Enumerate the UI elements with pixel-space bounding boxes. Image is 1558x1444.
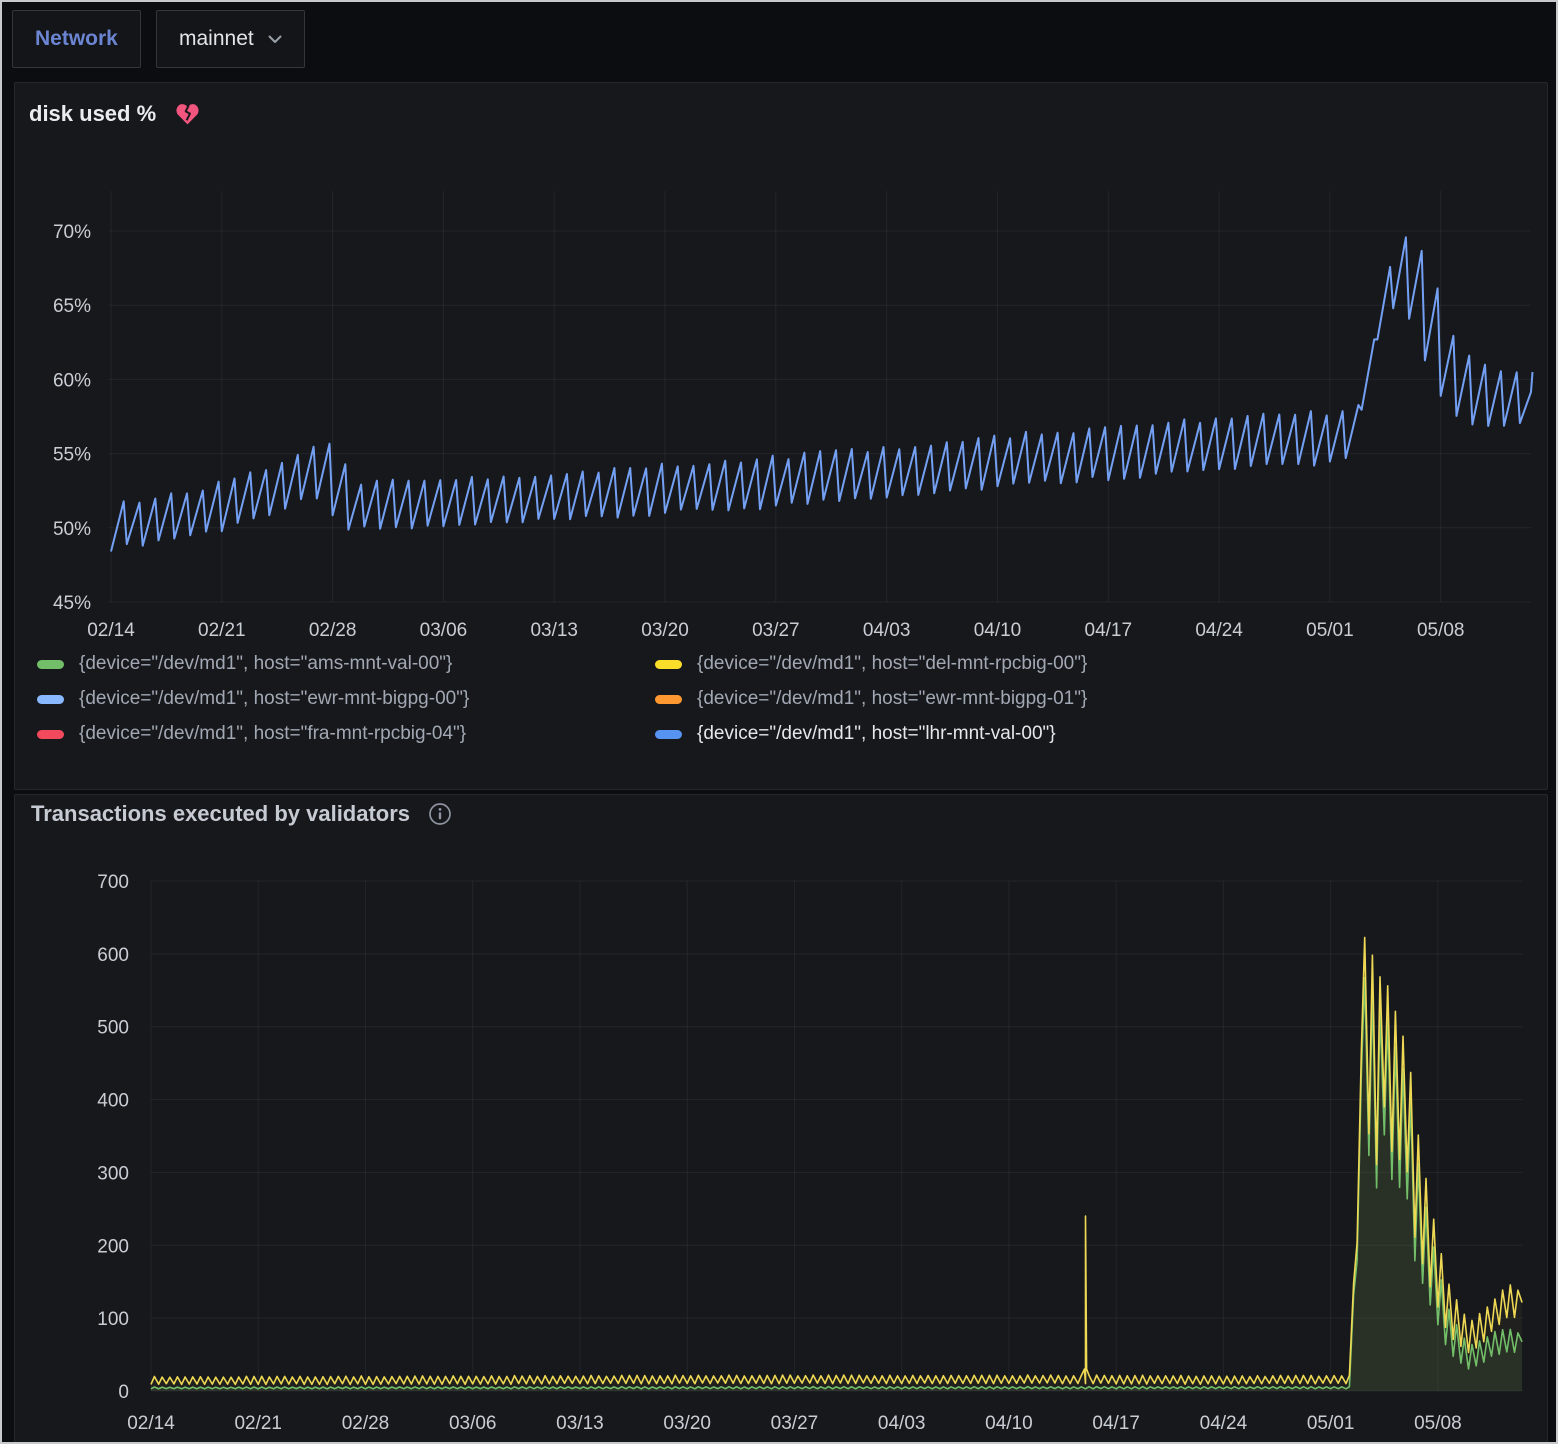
chevron-down-icon — [268, 35, 282, 43]
panel-disk-used: disk used % 45% 50% 55% 60% 65% 70% 02/14 02/21… — [14, 82, 1548, 790]
y-tick-label: 300 — [97, 1163, 129, 1184]
network-value-text: mainnet — [179, 27, 254, 50]
panel-title-disk-used[interactable]: disk used % — [29, 101, 157, 126]
x-tick-label: 02/21 — [234, 1413, 282, 1434]
info-icon[interactable] — [428, 802, 452, 826]
network-variable-dropdown[interactable]: mainnet — [156, 10, 305, 68]
y-tick-label: 45% — [53, 593, 91, 614]
legend-label: {device="/dev/md1", host="fra-mnt-rpcbig… — [79, 723, 467, 744]
x-tick-label: 02/14 — [87, 620, 135, 641]
x-tick-label: 02/28 — [342, 1413, 390, 1434]
legend-item-del-mnt-rpcbig-00[interactable]: {device="/dev/md1", host="del-mnt-rpcbig… — [655, 653, 1087, 675]
legend-item-ewr-mnt-bigpg-01[interactable]: {device="/dev/md1", host="ewr-mnt-bigpg-… — [655, 688, 1087, 710]
x-tick-label: 04/10 — [985, 1413, 1033, 1434]
y-tick-label: 55% — [53, 445, 91, 466]
x-tick-label: 02/14 — [127, 1413, 175, 1434]
legend-swatch — [655, 659, 682, 669]
transactions-chart-plot[interactable]: 0 100 200 300 400 500 600 700 02/14 02/21 02/28 03/… — [15, 795, 1547, 1444]
legend-swatch — [655, 694, 682, 704]
x-tick-label: 04/03 — [878, 1413, 926, 1434]
legend-label: {device="/dev/md1", host="del-mnt-rpcbig… — [697, 653, 1088, 674]
y-tick-label: 400 — [97, 1091, 129, 1112]
legend-label: {device="/dev/md1", host="ams-mnt-val-00… — [79, 653, 453, 674]
{device="/dev/md1", host="lhr-mnt-val-00"}-line — [110, 236, 1534, 552]
network-label-text: Network — [35, 27, 118, 50]
y-tick-label: 70% — [53, 222, 91, 243]
legend-swatch — [37, 729, 64, 739]
x-tick-label: 03/13 — [530, 620, 578, 641]
x-tick-label: 05/01 — [1307, 1413, 1355, 1434]
green-series-area — [151, 977, 1523, 1391]
legend-label: {device="/dev/md1", host="ewr-mnt-bigpg-… — [79, 688, 470, 709]
disk-used-chart-plot[interactable]: 45% 50% 55% 60% 65% 70% 02/14 02/21 02/28 03/06 03… — [15, 83, 1547, 789]
x-tick-label: 03/06 — [420, 620, 468, 641]
x-tick-label: 04/10 — [974, 620, 1022, 641]
x-tick-label: 05/08 — [1414, 1413, 1462, 1434]
legend-swatch — [655, 729, 682, 739]
x-tick-label: 03/13 — [556, 1413, 604, 1434]
x-tick-label: 04/24 — [1200, 1413, 1248, 1434]
x-tick-label: 04/03 — [863, 620, 911, 641]
yellow-series-area — [151, 937, 1523, 1391]
yellow-series-line — [150, 936, 1523, 1386]
y-tick-label: 0 — [118, 1382, 129, 1403]
x-tick-label: 03/27 — [771, 1413, 819, 1434]
x-tick-label: 04/17 — [1092, 1413, 1140, 1434]
broken-heart-icon — [176, 103, 199, 124]
legend-swatch — [37, 694, 64, 704]
x-tick-label: 03/27 — [752, 620, 800, 641]
x-tick-label: 04/24 — [1195, 620, 1243, 641]
y-tick-label: 60% — [53, 370, 91, 391]
y-tick-label: 500 — [97, 1018, 129, 1039]
y-tick-label: 100 — [97, 1309, 129, 1330]
x-tick-label: 03/20 — [641, 620, 689, 641]
legend-label: {device="/dev/md1", host="ewr-mnt-bigpg-… — [697, 688, 1088, 709]
legend-label: {device="/dev/md1", host="lhr-mnt-val-00… — [697, 723, 1056, 744]
y-tick-label: 600 — [97, 945, 129, 966]
x-tick-label: 03/20 — [663, 1413, 711, 1434]
x-tick-label: 03/06 — [449, 1413, 497, 1434]
x-tick-label: 05/08 — [1417, 620, 1465, 641]
legend: {device="/dev/md1", host="ams-mnt-val-00… — [37, 653, 1087, 745]
panel-transactions: Transactions executed by validators Cert… — [14, 794, 1548, 1444]
legend-swatch — [37, 659, 64, 669]
legend-item-ams-mnt-val-00[interactable]: {device="/dev/md1", host="ams-mnt-val-00… — [37, 653, 645, 675]
y-tick-label: 700 — [97, 872, 129, 893]
green-series-line — [150, 976, 1523, 1390]
legend-item-fra-mnt-rpcbig-04[interactable]: {device="/dev/md1", host="fra-mnt-rpcbig… — [37, 723, 645, 745]
y-tick-label: 65% — [53, 296, 91, 317]
y-tick-label: 50% — [53, 519, 91, 540]
panel-title-transactions[interactable]: Transactions executed by validators — [31, 801, 411, 826]
x-tick-label: 02/21 — [198, 620, 246, 641]
network-variable-label: Network — [12, 10, 141, 68]
x-tick-label: 04/17 — [1085, 620, 1133, 641]
x-tick-label: 05/01 — [1306, 620, 1354, 641]
y-tick-label: 200 — [97, 1236, 129, 1257]
legend-item-lhr-mnt-val-00[interactable]: {device="/dev/md1", host="lhr-mnt-val-00… — [655, 723, 1087, 745]
x-tick-label: 02/28 — [309, 620, 357, 641]
legend-item-ewr-mnt-bigpg-00[interactable]: {device="/dev/md1", host="ewr-mnt-bigpg-… — [37, 688, 645, 710]
